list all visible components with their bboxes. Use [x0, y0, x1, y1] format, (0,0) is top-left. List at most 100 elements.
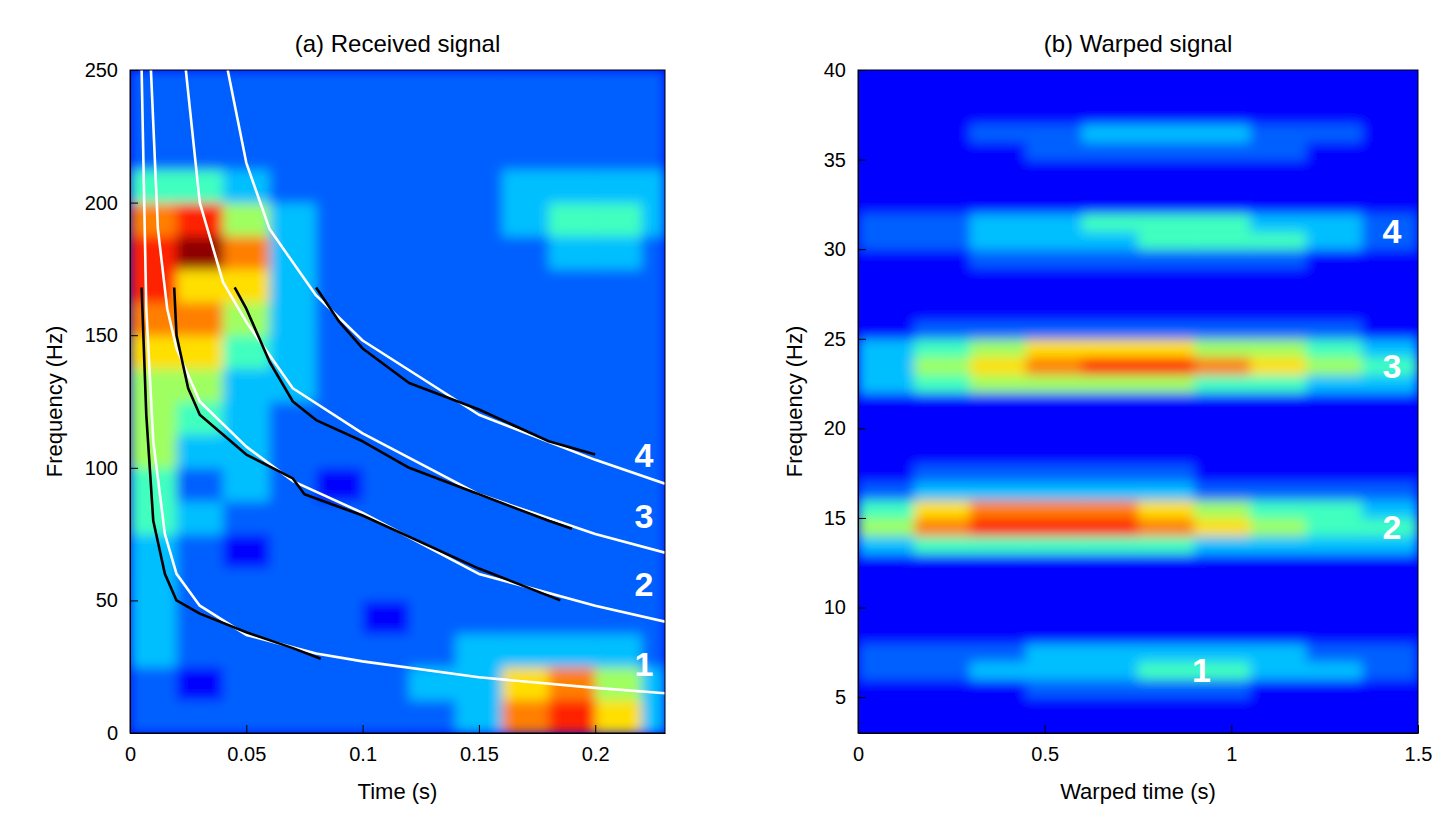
heatmap-cell	[1138, 464, 1195, 483]
heatmap-cell	[1138, 625, 1195, 644]
chart-title: (b) Warped signal	[1044, 30, 1233, 57]
panel: 432100.511.5510152025303540(b) Warped si…	[782, 30, 1432, 804]
heatmap-cell	[914, 267, 971, 286]
heatmap-cell	[1082, 160, 1139, 179]
heatmap-cell	[642, 402, 665, 436]
heatmap-cell	[270, 667, 317, 701]
heatmap-cell	[223, 103, 270, 137]
heatmap-cell	[316, 103, 363, 137]
heatmap-cell	[970, 267, 1027, 286]
heatmap-cell	[970, 661, 1027, 680]
tick-label: 0.1	[349, 743, 377, 765]
heatmap-cell	[1250, 643, 1307, 662]
axis-line	[131, 733, 666, 734]
tick-mark	[858, 339, 866, 340]
heatmap-cell	[1194, 124, 1251, 143]
heatmap-cell	[1194, 285, 1251, 304]
heatmap-cell	[549, 534, 596, 568]
heatmap-cell	[858, 697, 915, 716]
heatmap-cell	[456, 700, 503, 733]
tick: 20	[824, 417, 866, 439]
heatmap-cell	[270, 534, 317, 568]
heatmap-cell	[502, 236, 549, 270]
heatmap-cell	[914, 106, 971, 125]
heatmap-cell	[1082, 88, 1139, 107]
heatmap-cell	[316, 70, 363, 104]
heatmap-cell	[914, 661, 971, 680]
heatmap-cell	[1026, 160, 1083, 179]
y-axis-title: Frequency (Hz)	[42, 326, 67, 478]
heatmap-cell	[1306, 518, 1363, 537]
tick: 25	[824, 328, 866, 350]
x-axis: 00.511.5	[853, 725, 1432, 765]
heatmap-cell	[1082, 375, 1139, 394]
mode-label: 4	[1382, 212, 1401, 250]
heatmap-cell	[409, 435, 456, 469]
heatmap-cell	[1306, 267, 1363, 286]
heatmap-cell	[270, 600, 317, 634]
heatmap-cell	[914, 160, 971, 179]
heatmap-cell	[1194, 482, 1251, 501]
heatmap-cell	[595, 302, 642, 336]
heatmap-cell	[456, 203, 503, 237]
heatmap-cell	[970, 375, 1027, 394]
heatmap-cell	[914, 213, 971, 232]
heatmap-cell	[130, 634, 177, 668]
plot-area	[130, 70, 665, 733]
heatmap-cell	[858, 160, 915, 179]
heatmap-cell	[456, 534, 503, 568]
heatmap-cell	[1362, 715, 1418, 733]
heatmap-cell	[914, 446, 971, 465]
tick: 0	[107, 722, 138, 744]
heatmap-cell	[502, 203, 549, 237]
heatmap-cell	[1194, 106, 1251, 125]
heatmap-cell	[1250, 608, 1307, 627]
heatmap-cell	[1138, 697, 1195, 716]
y-axis: 050100150200250	[85, 59, 138, 744]
heatmap-cell	[1362, 303, 1418, 322]
heatmap-cell	[1026, 410, 1083, 429]
tick-mark	[595, 725, 596, 733]
heatmap-cell	[1026, 213, 1083, 232]
heatmap-cell	[970, 357, 1027, 376]
heatmap-cell	[914, 321, 971, 340]
heatmap-cell	[858, 231, 915, 250]
heatmap-cell	[1082, 249, 1139, 268]
heatmap-cell	[1138, 661, 1195, 680]
heatmap-cell	[970, 410, 1027, 429]
heatmap-cell	[1138, 213, 1195, 232]
heatmap-cell	[1194, 464, 1251, 483]
heatmap-cell	[223, 534, 270, 568]
heatmap-cell	[409, 70, 456, 104]
heatmap-cell	[1250, 339, 1307, 358]
heatmap-cell	[595, 700, 642, 733]
heatmap-cell	[1250, 625, 1307, 644]
heatmap-cell	[223, 169, 270, 203]
heatmap-cell	[858, 518, 915, 537]
heatmap-cell	[1138, 106, 1195, 125]
heatmap-cell	[1306, 482, 1363, 501]
tick-label: 15	[824, 507, 846, 529]
heatmap-cell	[1138, 643, 1195, 662]
curve	[186, 70, 665, 553]
heatmap-cell	[970, 608, 1027, 627]
heatmap-cell	[970, 88, 1027, 107]
heatmap-cell	[914, 303, 971, 322]
heatmap-cell	[1362, 608, 1418, 627]
curve	[151, 70, 665, 622]
heatmap-cell	[1026, 572, 1083, 591]
heatmap-cell	[642, 700, 665, 733]
heatmap-cell	[1194, 249, 1251, 268]
heatmap-cell	[456, 667, 503, 701]
heatmap-cell	[316, 368, 363, 402]
heatmap-cell	[223, 667, 270, 701]
heatmap-cell	[363, 70, 410, 104]
heatmap-cell	[1026, 249, 1083, 268]
y-axis: 510152025303540	[824, 59, 866, 734]
heatmap-cell	[1250, 178, 1307, 197]
heatmap-cell	[858, 124, 915, 143]
heatmap-cell	[549, 600, 596, 634]
heatmap-cell	[858, 267, 915, 286]
heatmap-cell	[363, 600, 410, 634]
heatmap-cell	[1306, 625, 1363, 644]
